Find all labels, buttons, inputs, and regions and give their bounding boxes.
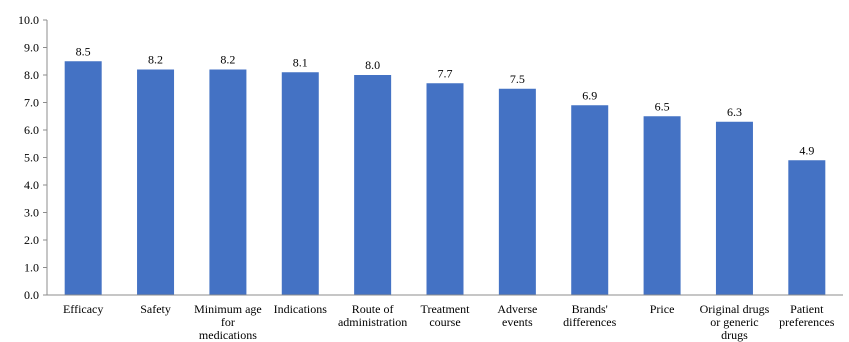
x-axis: Efficacy Safety Minimum age for medications I… [47, 294, 843, 342]
data-label: 6.5 [655, 99, 670, 113]
data-label: 7.5 [510, 72, 525, 86]
y-tick-label: 7.0 [24, 96, 39, 110]
bar [426, 83, 464, 295]
data-label: 6.9 [582, 88, 597, 102]
data-label: 8.0 [365, 58, 380, 72]
data-label: 8.2 [148, 53, 163, 67]
bar [137, 69, 175, 295]
bar [281, 72, 319, 295]
y-tick-label: 2.0 [24, 233, 39, 247]
bar [788, 160, 826, 295]
data-label: 8.1 [293, 55, 308, 69]
data-label: 4.9 [799, 143, 814, 157]
category-label: Patient preferences [779, 302, 835, 329]
category-label: Efficacy [63, 302, 103, 316]
bar [498, 88, 536, 295]
y-tick-label: 8.0 [24, 68, 39, 82]
bar [209, 69, 247, 295]
data-label: 8.2 [220, 53, 235, 67]
y-tick-label: 1.0 [24, 261, 39, 275]
category-label: Brands' differences [563, 302, 616, 329]
data-labels: 8.5 8.2 8.2 8.1 8.0 7.7 7.5 6.9 6.5 6.3 4.9 [76, 44, 815, 157]
bar [354, 75, 392, 295]
category-label: Original drugs or generic drugs [700, 302, 770, 342]
category-label: Treatment course [421, 302, 471, 329]
data-label: 7.7 [438, 66, 453, 80]
bar [643, 116, 681, 295]
y-tick-label: 9.0 [24, 41, 39, 55]
category-label: Route of administration [338, 302, 407, 329]
category-label: Indications [274, 302, 328, 316]
bars [64, 61, 826, 295]
y-tick-label: 4.0 [24, 178, 39, 192]
y-tick-label: 6.0 [24, 123, 39, 137]
data-label: 8.5 [76, 44, 91, 58]
y-tick-label: 5.0 [24, 151, 39, 165]
y-tick-label: 0.0 [24, 288, 39, 302]
bar [64, 61, 102, 295]
y-axis: 0.0 1.0 2.0 3.0 4.0 5.0 6.0 7.0 8.0 9.0 10.0 [18, 13, 48, 302]
bar [715, 121, 753, 295]
data-label: 6.3 [727, 105, 742, 119]
category-label: Price [650, 302, 675, 316]
category-label: Safety [140, 302, 171, 316]
category-label: Adverse events [497, 302, 537, 329]
category-label: Minimum age for medications [194, 302, 262, 342]
y-tick-label: 10.0 [18, 13, 39, 27]
bar [571, 105, 609, 295]
y-tick-label: 3.0 [24, 206, 39, 220]
